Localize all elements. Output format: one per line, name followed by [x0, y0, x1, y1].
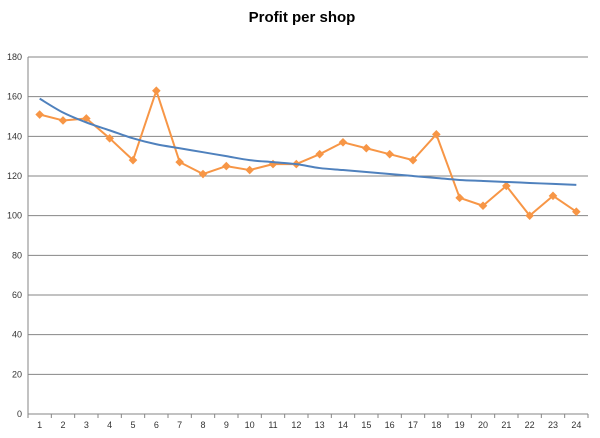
data-point-marker: [525, 211, 534, 220]
data-point-marker: [245, 165, 254, 175]
gridlines: [28, 56, 588, 375]
x-tick-label: 17: [408, 420, 418, 430]
y-tick-label: 160: [7, 92, 22, 102]
x-tick-label: 24: [571, 420, 581, 430]
y-tick-label: 140: [7, 131, 22, 141]
x-tick-label: 1: [37, 420, 42, 430]
x-tick-label: 7: [177, 420, 182, 430]
data-point-marker: [478, 201, 488, 211]
x-tick-label: 3: [84, 420, 89, 430]
y-tick-label: 60: [12, 290, 22, 300]
data-point-marker: [315, 149, 324, 159]
x-tick-label: 11: [268, 420, 277, 430]
data-point-marker: [548, 191, 558, 201]
y-tick-label: 100: [7, 211, 22, 221]
x-tick-label: 20: [478, 420, 488, 430]
data-point-marker: [175, 157, 184, 167]
data-point-marker: [198, 169, 208, 179]
data-point-marker: [385, 149, 394, 159]
x-tick-label: 5: [130, 420, 135, 430]
x-tick-label: 14: [338, 420, 348, 430]
x-tick-label: 9: [224, 420, 229, 430]
profit-series-line: [39, 89, 577, 217]
x-tick-label: 21: [501, 420, 511, 430]
x-tick-label: 15: [361, 420, 371, 430]
x-tick-label: 23: [548, 420, 558, 430]
chart-title: Profit per shop: [249, 9, 356, 26]
x-tick-label: 4: [107, 420, 112, 430]
trendline-curve: [39, 97, 577, 186]
x-axis-tick-labels: 1 2 3 4 5 6 7 8 9 10 11 12 13 14 15 16 17 18 19 20 21 22 23 24: [37, 420, 581, 430]
x-tick-label: 8: [200, 420, 205, 430]
x-tick-label: 10: [245, 420, 255, 430]
x-tick-label: 12: [291, 420, 301, 430]
data-point-marker: [222, 161, 231, 171]
data-point-marker: [408, 155, 418, 165]
x-tick-label: 18: [431, 420, 441, 430]
data-point-marker: [455, 193, 464, 203]
y-tick-label: 40: [12, 330, 22, 340]
data-point-marker: [35, 110, 44, 119]
data-point-marker: [502, 181, 511, 191]
data-point-marker: [362, 143, 371, 153]
x-tick-label: 13: [315, 420, 325, 430]
y-tick-label: 120: [7, 171, 22, 181]
y-tick-label: 180: [7, 52, 22, 62]
axes: [27, 57, 589, 418]
y-tick-label: 20: [12, 369, 22, 379]
y-tick-label: 80: [12, 250, 22, 260]
x-tick-label: 2: [60, 420, 65, 430]
y-tick-label: 0: [17, 409, 22, 419]
x-tick-label: 6: [154, 420, 159, 430]
data-point-marker: [152, 86, 161, 96]
x-tick-label: 19: [455, 420, 465, 430]
data-point-marker: [572, 207, 581, 217]
data-point-marker: [105, 134, 114, 143]
data-point-marker: [58, 116, 68, 125]
y-axis-tick-labels: 0 20 40 60 80 100 120 140 160 180: [7, 52, 22, 419]
data-point-marker: [338, 137, 348, 147]
data-point-marker: [128, 155, 138, 165]
x-tick-label: 22: [525, 420, 535, 430]
data-point-marker: [432, 130, 441, 139]
data-series: [35, 86, 581, 220]
x-tick-label: 16: [385, 420, 395, 430]
